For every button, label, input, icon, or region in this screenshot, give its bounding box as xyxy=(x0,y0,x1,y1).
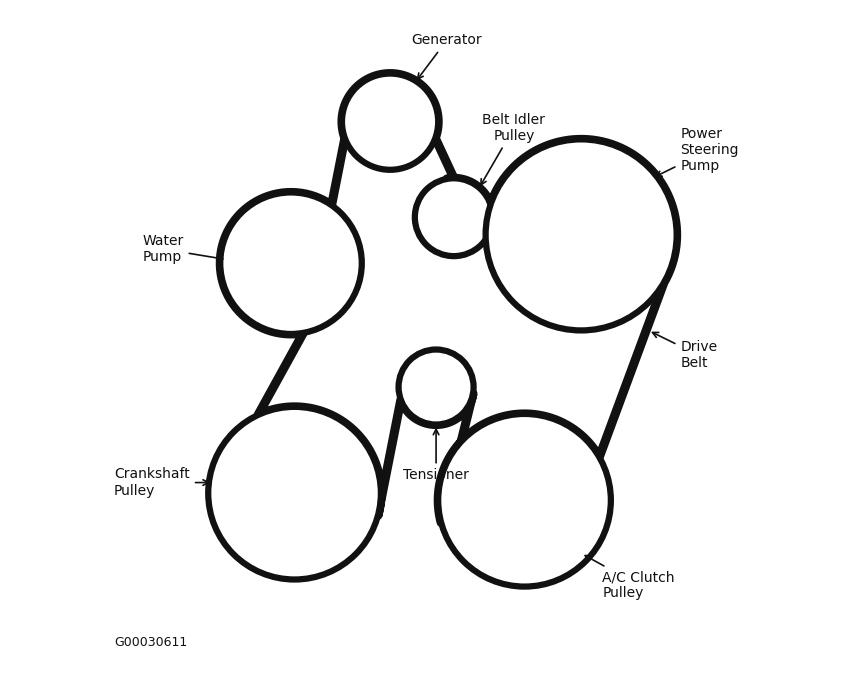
Circle shape xyxy=(342,74,438,170)
Circle shape xyxy=(399,350,474,425)
Circle shape xyxy=(208,407,381,580)
Circle shape xyxy=(486,139,677,331)
Text: Belt Idler
Pulley: Belt Idler Pulley xyxy=(480,113,546,185)
Text: Power
Steering
Pump: Power Steering Pump xyxy=(656,127,739,176)
Text: Generator: Generator xyxy=(411,33,482,79)
Circle shape xyxy=(221,192,362,334)
Circle shape xyxy=(438,414,611,587)
Text: Drive
Belt: Drive Belt xyxy=(653,332,717,371)
Text: G00030611: G00030611 xyxy=(114,636,187,649)
Text: Water
Pump: Water Pump xyxy=(142,234,223,264)
Text: A/C Clutch
Pulley: A/C Clutch Pulley xyxy=(585,556,675,600)
Text: Tensioner: Tensioner xyxy=(403,429,469,483)
Text: Crankshaft
Pulley: Crankshaft Pulley xyxy=(114,468,208,497)
Circle shape xyxy=(415,178,492,256)
